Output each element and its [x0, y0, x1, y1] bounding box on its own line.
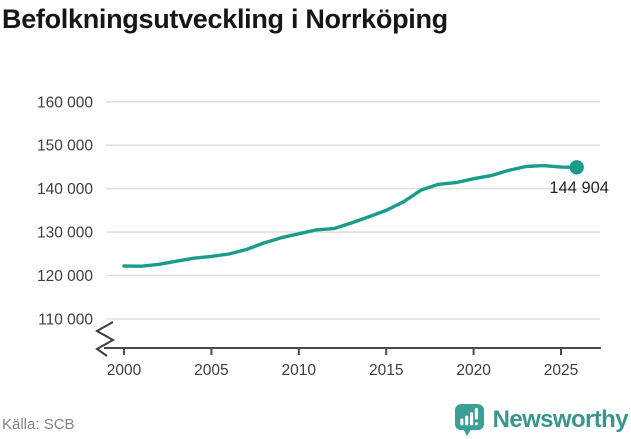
y-axis-label: 130 000 [37, 225, 93, 242]
page-title: Befolkningsutveckling i Norrköping [2, 4, 448, 34]
y-axis-label: 160 000 [37, 94, 93, 111]
axis-break-icon [94, 321, 116, 357]
x-axis-ticks [123, 348, 562, 355]
end-point-marker [569, 160, 584, 175]
x-axis-labels: 2000 2005 2010 2015 2020 2025 [107, 362, 578, 379]
x-axis-label: 2010 [282, 362, 317, 379]
x-axis-label: 2020 [456, 362, 491, 379]
end-value-label: 144 904 [549, 179, 609, 197]
x-axis-label: 2025 [544, 362, 578, 379]
population-line [122, 163, 579, 268]
y-axis-label: 150 000 [37, 138, 93, 155]
population-line-chart: 160 000 150 000 140 000 130 000 120 000 … [37, 94, 609, 379]
y-axis-label: 140 000 [37, 181, 93, 198]
source-label: Källa: SCB [2, 416, 75, 433]
gridlines [106, 101, 600, 320]
y-axis-labels: 160 000 150 000 140 000 130 000 120 000 … [37, 94, 93, 328]
newsworthy-icon [454, 404, 484, 436]
y-axis-label: 120 000 [37, 268, 93, 285]
x-axis-label: 2005 [194, 362, 228, 379]
x-axis-label: 2015 [369, 362, 403, 379]
newsworthy-logo[interactable]: Newsworthy [454, 403, 629, 437]
y-axis-label: 110 000 [38, 312, 93, 329]
brand-name: Newsworthy [492, 406, 629, 433]
x-axis-label: 2000 [107, 362, 142, 379]
